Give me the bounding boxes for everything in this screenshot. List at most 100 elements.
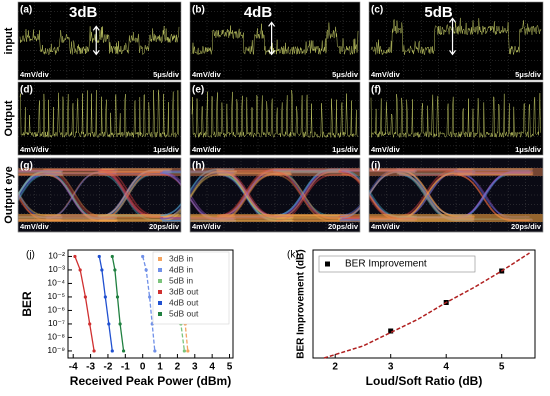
y-tick-label: 10⁻⁸ <box>47 332 65 342</box>
scale-note: 4mV/div <box>20 70 50 79</box>
y-axis-label: BER <box>20 291 34 317</box>
panel-border <box>17 81 182 156</box>
plot-frame <box>312 249 536 359</box>
panel-border <box>189 1 361 81</box>
marker <box>182 349 186 353</box>
legend-label: 4dB in <box>169 264 193 274</box>
x-tick-label: 3 <box>388 362 394 373</box>
y-tick-label: 10⁻² <box>48 251 65 261</box>
scale-note: 4mV/div <box>20 145 50 154</box>
x-tick-label: 0 <box>140 362 146 373</box>
legend-swatch <box>158 312 162 316</box>
panel-border <box>189 81 361 156</box>
x-tick-label: 3 <box>192 362 198 373</box>
marker <box>148 295 152 299</box>
scope-trace <box>19 25 180 56</box>
scale-note: 4mV/div <box>371 145 401 154</box>
x-tick-label: -2 <box>103 362 112 373</box>
series-line <box>142 256 156 351</box>
scope-panel: (f) 4mV/div 1μs/div <box>368 81 544 156</box>
legend-label: 4dB out <box>169 297 199 307</box>
x-tick-label: 2 <box>332 362 338 373</box>
marker <box>107 322 111 326</box>
plot-frame <box>67 249 234 359</box>
scale-note: 5μs/div <box>153 70 180 79</box>
scope-trace <box>19 89 180 139</box>
legend-swatch <box>325 261 330 267</box>
x-tick-label: -1 <box>121 362 130 373</box>
panel-title: 4dB <box>244 4 273 21</box>
marker <box>121 349 126 353</box>
y-tick-label: 10⁻³ <box>48 264 65 274</box>
legend-label: 3dB out <box>169 286 199 296</box>
legend-label: 3dB in <box>169 253 193 263</box>
amplitude-arrow <box>268 21 276 56</box>
scope-panel: (h) 4mV/div 20ps/div <box>159 157 361 233</box>
scope-trace <box>191 90 358 139</box>
scale-note: 1μs/div <box>515 145 542 154</box>
marker <box>388 328 394 334</box>
x-tick-label: -4 <box>69 362 78 373</box>
scope-panel: (g) 4mV/div 20ps/div <box>0 157 182 233</box>
panel-border <box>17 1 182 81</box>
background <box>360 157 369 233</box>
marker <box>97 254 101 259</box>
panel-label: (f) <box>371 85 381 96</box>
y-tick-label: 10⁻⁶ <box>48 305 65 315</box>
panel-label: (c) <box>371 5 383 16</box>
background <box>181 157 190 233</box>
panel-label: (d) <box>20 85 33 96</box>
eye-band <box>190 168 360 176</box>
legend-swatch <box>158 290 162 294</box>
scale-note: 20ps/div <box>149 222 180 231</box>
scope-trace <box>370 93 542 139</box>
panel-title: 3dB <box>69 4 98 21</box>
row-label: input <box>3 27 15 54</box>
panel-label: (h) <box>192 161 205 172</box>
scope-panel: (b) 4dB 4mV/div 5μs/div <box>189 1 361 81</box>
marker <box>73 254 77 259</box>
marker <box>103 295 107 299</box>
legend-swatch <box>158 301 162 305</box>
marker <box>110 349 114 353</box>
scale-note: 20ps/div <box>328 222 359 231</box>
legend-label: 5dB out <box>169 308 199 318</box>
marker <box>88 322 92 326</box>
panel-border <box>368 157 544 233</box>
amplitude-arrow <box>449 17 456 56</box>
marker <box>153 349 157 353</box>
legend-swatch <box>158 268 162 272</box>
x-tick-label: 4 <box>443 362 449 373</box>
marker <box>186 349 190 353</box>
amplitude-arrow <box>92 25 100 56</box>
panel-label: (j) <box>26 250 35 261</box>
scope-panel: (i) 4mV/div 20ps/div <box>338 157 544 233</box>
panel-border <box>189 157 361 233</box>
marker <box>113 268 117 272</box>
marker <box>141 254 145 259</box>
legend-label: 5dB in <box>169 275 193 285</box>
scope-trace <box>370 17 542 56</box>
x-tick-label: 5 <box>499 362 505 373</box>
panel-label: (a) <box>20 5 32 16</box>
scale-note: 1μs/div <box>153 145 180 154</box>
panel-border <box>368 1 544 81</box>
marker <box>118 322 122 326</box>
scale-note: 4mV/div <box>192 145 222 154</box>
eye-band <box>18 168 181 176</box>
scale-note: 5μs/div <box>515 70 542 79</box>
eye-band <box>369 214 543 222</box>
eye-band <box>18 214 181 222</box>
row-label: Output <box>3 100 15 136</box>
x-axis-label: Received Peak Power (dBm) <box>70 374 231 388</box>
y-axis-label: BER Improvement (dB) <box>296 249 307 358</box>
scale-note: 4mV/div <box>20 222 50 231</box>
row-label: Output eye <box>3 166 15 223</box>
legend-label: BER Improvement <box>345 259 427 270</box>
x-tick-label: 4 <box>209 362 215 373</box>
eye-band <box>190 214 360 222</box>
marker <box>83 295 87 299</box>
scope-panel: (a) 3dB 4mV/div 5μs/div <box>17 1 182 81</box>
